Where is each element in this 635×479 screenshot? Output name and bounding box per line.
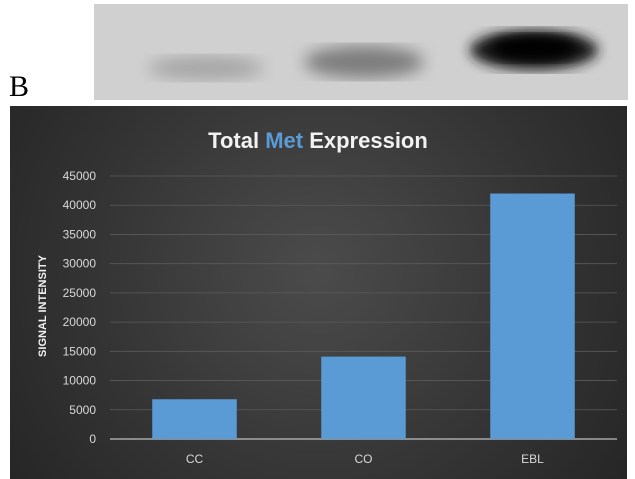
blot-bands	[94, 4, 628, 100]
title-part-1: Total	[208, 128, 265, 153]
bars	[152, 193, 575, 439]
y-tick-label: 45000	[63, 169, 97, 183]
bar-ebl	[490, 193, 575, 439]
chart-frame: Total Met Expression 0 5000 10000 15000 2000…	[10, 106, 627, 479]
blot-band-co	[304, 46, 424, 78]
x-tick-label-co: CO	[355, 452, 373, 466]
y-tick-label: 0	[89, 432, 96, 446]
y-axis-label: SIGNAL INTENSITY	[37, 254, 49, 357]
bar-co	[321, 356, 406, 439]
title-part-accent: Met	[265, 128, 304, 153]
bar-chart: Total Met Expression 0 5000 10000 15000 2000…	[37, 128, 617, 466]
panel-letter: B	[9, 70, 30, 103]
y-tick-label: 35000	[63, 227, 97, 241]
title-part-3: Expression	[303, 128, 428, 153]
y-tick-label: 30000	[63, 257, 97, 271]
x-tick-label-ebl: EBL	[521, 452, 544, 466]
y-tick-label: 5000	[69, 403, 96, 417]
y-tick-label: 40000	[63, 198, 97, 212]
western-blot-image	[94, 4, 628, 100]
y-tick-label: 25000	[63, 286, 97, 300]
bar-cc	[152, 399, 237, 439]
y-tick-label: 20000	[63, 315, 97, 329]
chart-title: Total Met Expression	[208, 128, 428, 153]
y-tick-label: 15000	[63, 344, 97, 358]
x-tick-labels: CC CO EBL	[186, 452, 544, 466]
blot-band-cc	[148, 56, 264, 80]
y-tick-label: 10000	[63, 374, 97, 388]
y-tick-labels: 0 5000 10000 15000 20000 25000 30000 35000 40000…	[63, 169, 97, 446]
x-tick-label-cc: CC	[186, 452, 204, 466]
